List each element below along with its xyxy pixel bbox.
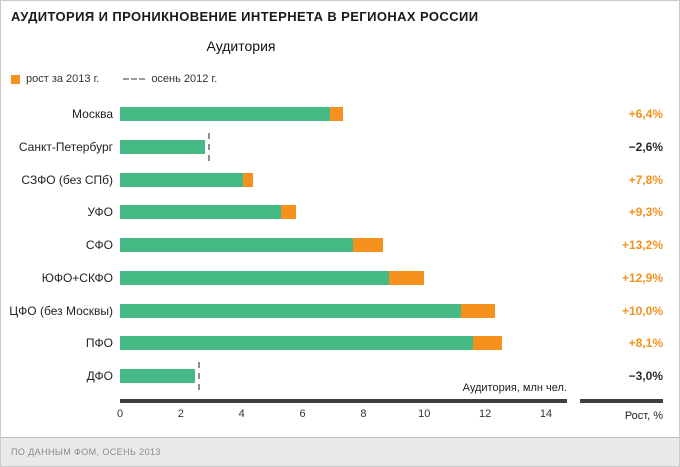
x-tick-label: 8 — [360, 408, 367, 420]
x-tick-label: 12 — [479, 408, 492, 420]
growth-value: +12,9% — [621, 270, 663, 285]
category-label: ЦФО (без Москвы) — [9, 303, 113, 318]
footer: ПО ДАННЫМ ФОМ, ОСЕНЬ 2013 — [1, 437, 679, 466]
x-axis-line — [120, 399, 567, 403]
bar-growth-segment — [329, 107, 344, 121]
bar-growth-segment — [281, 205, 297, 220]
growth-value: +13,2% — [621, 238, 663, 252]
category-label: Москва — [72, 107, 113, 121]
bar-base-segment — [120, 336, 473, 351]
bar-base-segment — [120, 139, 206, 154]
bar-base-segment — [120, 238, 353, 252]
x-tick-label: 2 — [177, 408, 184, 420]
growth-value: −3,0% — [628, 369, 663, 383]
legend-item-autumn: осень 2012 г. — [123, 73, 217, 85]
growth-value: +9,3% — [628, 205, 663, 220]
bar-base-segment — [120, 107, 330, 121]
chart-row: СЗФО (без СПб) +7,8% — [1, 172, 679, 187]
category-label: СФО — [85, 238, 113, 252]
x-axis-ticks: 0 2 4 6 8 10 12 14 — [1, 408, 679, 422]
category-label: ПФО — [85, 336, 113, 351]
category-label: СЗФО (без СПб) — [21, 172, 113, 187]
category-label: УФО — [87, 205, 113, 220]
page-title: АУДИТОРИЯ И ПРОНИКНОВЕНИЕ ИНТЕРНЕТА В РЕ… — [11, 9, 479, 24]
bar-base-segment — [120, 172, 244, 187]
x-tick-label: 4 — [238, 408, 245, 420]
bar — [120, 270, 424, 285]
legend-growth-label: рост за 2013 г. — [26, 73, 100, 85]
legend-item-growth: рост за 2013 г. — [11, 73, 99, 85]
growth-axis-caption: Рост, % — [624, 410, 663, 422]
bar — [120, 369, 195, 383]
bar-base-segment — [120, 303, 461, 318]
growth-value: +6,4% — [628, 107, 663, 121]
chart-row: ЦФО (без Москвы) +10,0% — [1, 303, 679, 318]
x-tick-label: 6 — [299, 408, 306, 420]
bar — [120, 205, 297, 220]
x-tick-label: 14 — [539, 408, 553, 420]
growth-axis-line — [580, 399, 663, 403]
chart-row: ЮФО+СКФО +12,9% — [1, 270, 679, 285]
chart-row: СФО +13,2% — [1, 238, 679, 252]
chart-title: Аудитория — [206, 38, 276, 54]
category-label: Санкт-Петербург — [18, 139, 113, 154]
legend: рост за 2013 г. осень 2012 г. — [11, 73, 217, 85]
bar-base-segment — [120, 369, 195, 383]
chart-row: УФО +9,3% — [1, 205, 679, 220]
bar — [120, 107, 344, 121]
bar — [120, 172, 253, 187]
chart-row: Москва +6,4% — [1, 107, 679, 121]
chart-row: Санкт-Петербург −2,6% — [1, 132, 679, 161]
x-axis-caption: Аудитория, млн чел. — [462, 382, 567, 394]
bar-growth-segment — [460, 303, 495, 318]
bar — [120, 238, 384, 252]
bar-growth-segment — [243, 172, 253, 187]
legend-autumn-label: осень 2012 г. — [151, 73, 218, 85]
chart-row: ПФО +8,1% — [1, 336, 679, 351]
growth-value: +10,0% — [621, 303, 663, 318]
chart-row: ДФО −3,0% — [1, 362, 679, 390]
bar — [120, 139, 206, 154]
source-note: ПО ДАННЫМ ФОМ, ОСЕНЬ 2013 — [11, 447, 161, 457]
bar-growth-segment — [389, 270, 424, 285]
bar-base-segment — [120, 270, 390, 285]
autumn-2012-marker — [197, 362, 200, 390]
growth-value: +8,1% — [628, 336, 663, 351]
growth-value: −2,6% — [628, 139, 663, 154]
x-tick-label: 10 — [418, 408, 431, 420]
autumn-2012-marker — [208, 132, 211, 161]
bar — [120, 336, 502, 351]
bar-growth-segment — [472, 336, 502, 351]
growth-value: +7,8% — [628, 172, 663, 187]
x-tick-label: 0 — [116, 408, 124, 420]
category-label: ДФО — [86, 369, 113, 383]
growth-swatch-icon — [11, 74, 20, 84]
dashed-line-icon — [123, 78, 146, 80]
category-label: ЮФО+СКФО — [41, 270, 113, 285]
bar-base-segment — [120, 205, 282, 220]
bar — [120, 303, 495, 318]
bar-growth-segment — [352, 238, 384, 252]
